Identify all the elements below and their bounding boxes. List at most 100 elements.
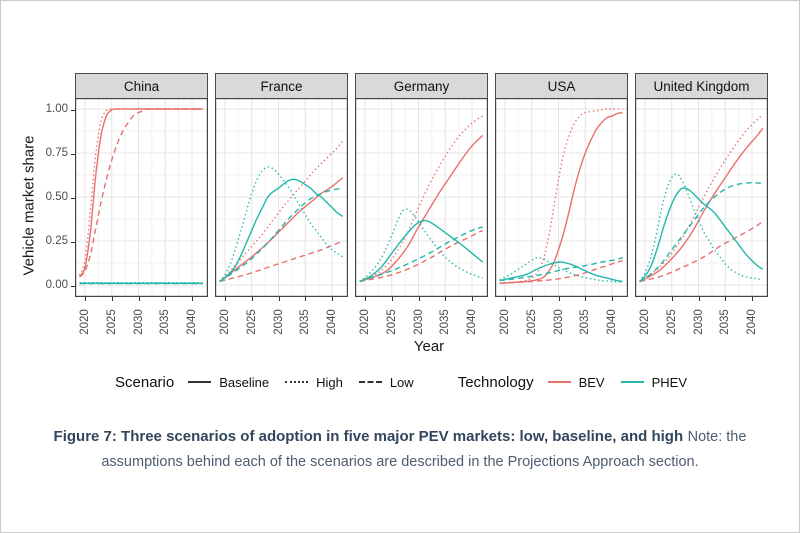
legend-scenario-high-label: High: [316, 374, 343, 390]
x-tick-mark: [531, 297, 533, 301]
legend-technology-title: Technology: [457, 373, 534, 391]
legend-technology-phev-label: PHEV: [651, 374, 687, 390]
facet-plot: [355, 98, 488, 297]
x-tick-mark: [165, 297, 167, 301]
x-tick-mark: [725, 297, 727, 301]
x-tick-mark: [585, 297, 587, 301]
x-tick-mark: [505, 297, 506, 301]
facet-panel-usa: USA 2020 2025 2030 2035 2040: [495, 73, 628, 337]
y-tick-mark: [71, 198, 75, 199]
facet-panels: China 2020 2025 2030 2035 2040 France 2020 2025 2…: [75, 73, 768, 337]
legend-scenario-baseline: Baseline: [188, 375, 269, 390]
x-tick-label: 2035: [159, 309, 172, 335]
x-tick-label: 2030: [692, 309, 705, 335]
x-tick-label: 2025: [105, 309, 118, 335]
x-tick-label: 2020: [79, 309, 91, 335]
x-tick-mark: [472, 297, 473, 301]
line-bev-baseline: [639, 127, 764, 283]
line-phev-baseline: [219, 178, 344, 283]
line-bev-baseline: [499, 111, 623, 284]
x-tick-label: 2040: [606, 309, 618, 335]
y-tick-label: 1.00: [45, 103, 68, 115]
line-phev-high: [639, 173, 763, 282]
x-axis: 2020 2025 2030 2035 2040: [635, 297, 768, 337]
caption-title: Figure 7: Three scenarios of adoption in…: [53, 428, 684, 445]
y-axis: 0.00 0.25 0.50 0.75 1.00: [39, 73, 75, 337]
facet-title: China: [123, 78, 160, 94]
facet-title: Germany: [393, 78, 450, 94]
y-tick-label: 0.75: [45, 147, 68, 159]
x-tick-label: 2035: [719, 309, 732, 335]
facet-strip: USA: [495, 73, 628, 98]
legend-scenario-low-label: Low: [389, 374, 414, 390]
line-phev-high: [219, 166, 344, 282]
y-tick-mark: [71, 242, 75, 243]
x-axis: 2020 2025 2030 2035 2040: [495, 297, 628, 337]
x-tick-label: 2030: [552, 309, 565, 335]
line-bev-low: [359, 229, 484, 283]
x-axis: 2020 2025 2030 2035 2040: [355, 297, 488, 337]
x-tick-mark: [278, 297, 280, 301]
line-phev-baseline: [639, 187, 764, 282]
line-phev-high: [359, 208, 483, 283]
x-tick-mark: [645, 297, 646, 301]
x-tick-mark: [671, 297, 673, 301]
line-phev-high: [499, 256, 623, 284]
x-axis: 2020 2025 2030 2035 2040: [75, 297, 208, 337]
legend-technology-bev: BEV: [547, 374, 605, 390]
x-tick-mark: [612, 297, 613, 301]
legend-technology-bev-label: BEV: [578, 374, 605, 390]
facet-strip: United Kingdom: [635, 73, 768, 98]
x-tick-label: 2020: [499, 309, 511, 335]
legend-scenario-high-line-swatch: [285, 381, 309, 383]
y-axis-title-text: Vehicle market share: [20, 134, 38, 276]
x-tick-mark: [445, 297, 447, 301]
x-tick-label: 2025: [665, 309, 678, 335]
x-tick-mark: [418, 297, 420, 301]
x-tick-label: 2030: [132, 309, 145, 335]
facet-panel-germany: Germany 2020 2025 2030 2035 2040: [355, 73, 488, 337]
legend-scenario-items: Baseline High Low: [188, 374, 414, 390]
x-tick-mark: [138, 297, 140, 301]
x-tick-mark: [391, 297, 393, 301]
facet-panel-china: China 2020 2025 2030 2035 2040: [75, 73, 208, 337]
x-tick-mark: [305, 297, 307, 301]
facet-title: USA: [547, 78, 576, 94]
x-tick-mark: [192, 297, 193, 301]
line-bev-low: [639, 221, 764, 283]
x-tick-mark: [85, 297, 86, 301]
x-axis-title: Year: [413, 338, 445, 355]
x-tick-label: 2020: [219, 309, 231, 335]
y-tick-mark: [71, 286, 75, 287]
legend-scenario-high: High: [285, 375, 343, 390]
legend-scenario-title: Scenario: [115, 373, 175, 391]
x-tick-mark: [332, 297, 333, 301]
facet-title: United Kingdom: [653, 78, 750, 94]
legend-technology-phev-line-swatch: [620, 381, 644, 383]
line-phev-low: [359, 226, 483, 283]
line-bev-high: [78, 108, 203, 276]
x-tick-mark: [752, 297, 753, 301]
legend-scenario-baseline-label: Baseline: [219, 374, 270, 390]
x-tick-label: 2035: [439, 309, 452, 335]
x-tick-label: 2020: [639, 309, 651, 335]
line-phev-baseline: [359, 219, 484, 283]
x-tick-mark: [558, 297, 560, 301]
line-phev-low: [499, 257, 623, 282]
y-tick-mark: [71, 110, 75, 111]
x-tick-mark: [698, 297, 700, 301]
x-tick-label: 2035: [299, 309, 312, 335]
x-tick-label: 2025: [245, 309, 258, 335]
x-tick-mark: [111, 297, 113, 301]
x-tick-label: 2035: [579, 309, 592, 335]
x-tick-mark: [365, 297, 366, 301]
facet-plot: [215, 98, 348, 297]
facet-title: France: [260, 78, 303, 94]
facet-plot: [495, 98, 628, 297]
x-tick-mark: [225, 297, 226, 301]
figure-caption: Figure 7: Three scenarios of adoption in…: [29, 425, 771, 475]
line-phev-low: [219, 187, 343, 283]
figure-7-chart: Vehicle market share 0.00 0.25 0.50 0.75 1.0…: [19, 73, 783, 395]
legend-scenario-low-line-swatch: [358, 381, 382, 383]
x-tick-label: 2040: [466, 309, 478, 335]
